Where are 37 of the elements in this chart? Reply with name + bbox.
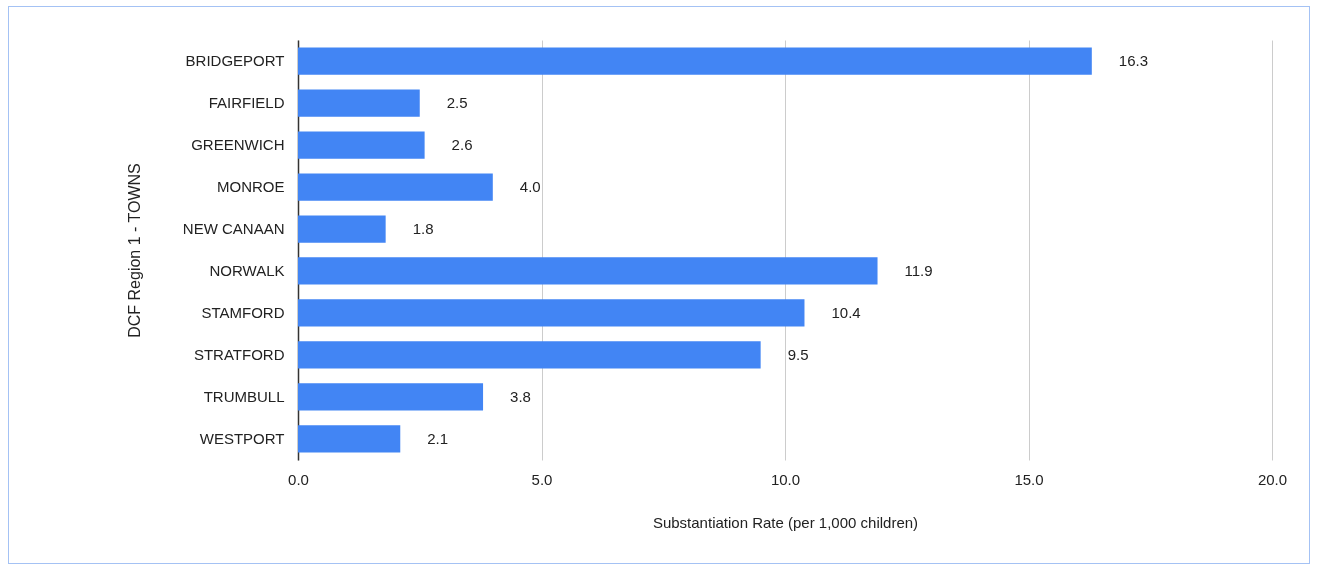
y-tick-label: MONROE (217, 178, 285, 196)
y-tick-label: GREENWICH (191, 136, 285, 154)
data-label: 2.1 (427, 429, 449, 447)
y-tick-label: STAMFORD (201, 303, 285, 321)
y-tick-label: STRATFORD (193, 345, 285, 363)
data-label: 3.8 (510, 387, 531, 405)
data-label: 9.5 (787, 345, 809, 363)
bar (298, 257, 878, 285)
bar (298, 341, 761, 369)
bar (298, 383, 484, 411)
y-tick-label: BRIDGEPORT (185, 52, 285, 70)
bar (298, 131, 425, 159)
x-tick-label: 10.0 (770, 470, 801, 488)
bar (298, 47, 1092, 75)
x-tick-label: 20.0 (1257, 470, 1288, 488)
x-tick-label: 0.0 (288, 470, 309, 488)
data-label: 16.3 (1118, 52, 1149, 70)
bar (298, 425, 401, 453)
bar (298, 89, 420, 117)
y-axis-title: DCF Region 1 - TOWNS (125, 163, 143, 338)
y-tick-label: NORWALK (209, 261, 285, 279)
bar (298, 173, 493, 201)
data-label: 10.4 (831, 303, 861, 321)
x-tick-label: 5.0 (531, 470, 553, 488)
x-tick-label: 15.0 (1014, 470, 1044, 488)
data-label: 2.6 (451, 136, 473, 154)
data-label: 2.5 (446, 94, 468, 112)
bar (298, 215, 386, 243)
bar (298, 299, 805, 327)
y-tick-label: WESTPORT (199, 429, 285, 447)
data-label: 11.9 (904, 261, 933, 279)
y-tick-label: FAIRFIELD (208, 94, 285, 112)
data-label: 1.8 (412, 220, 434, 238)
y-tick-label: TRUMBULL (203, 387, 285, 405)
x-axis-title: Substantiation Rate (per 1,000 children) (652, 513, 919, 531)
y-tick-label: NEW CANAAN (182, 220, 285, 238)
data-label: 4.0 (519, 178, 541, 196)
